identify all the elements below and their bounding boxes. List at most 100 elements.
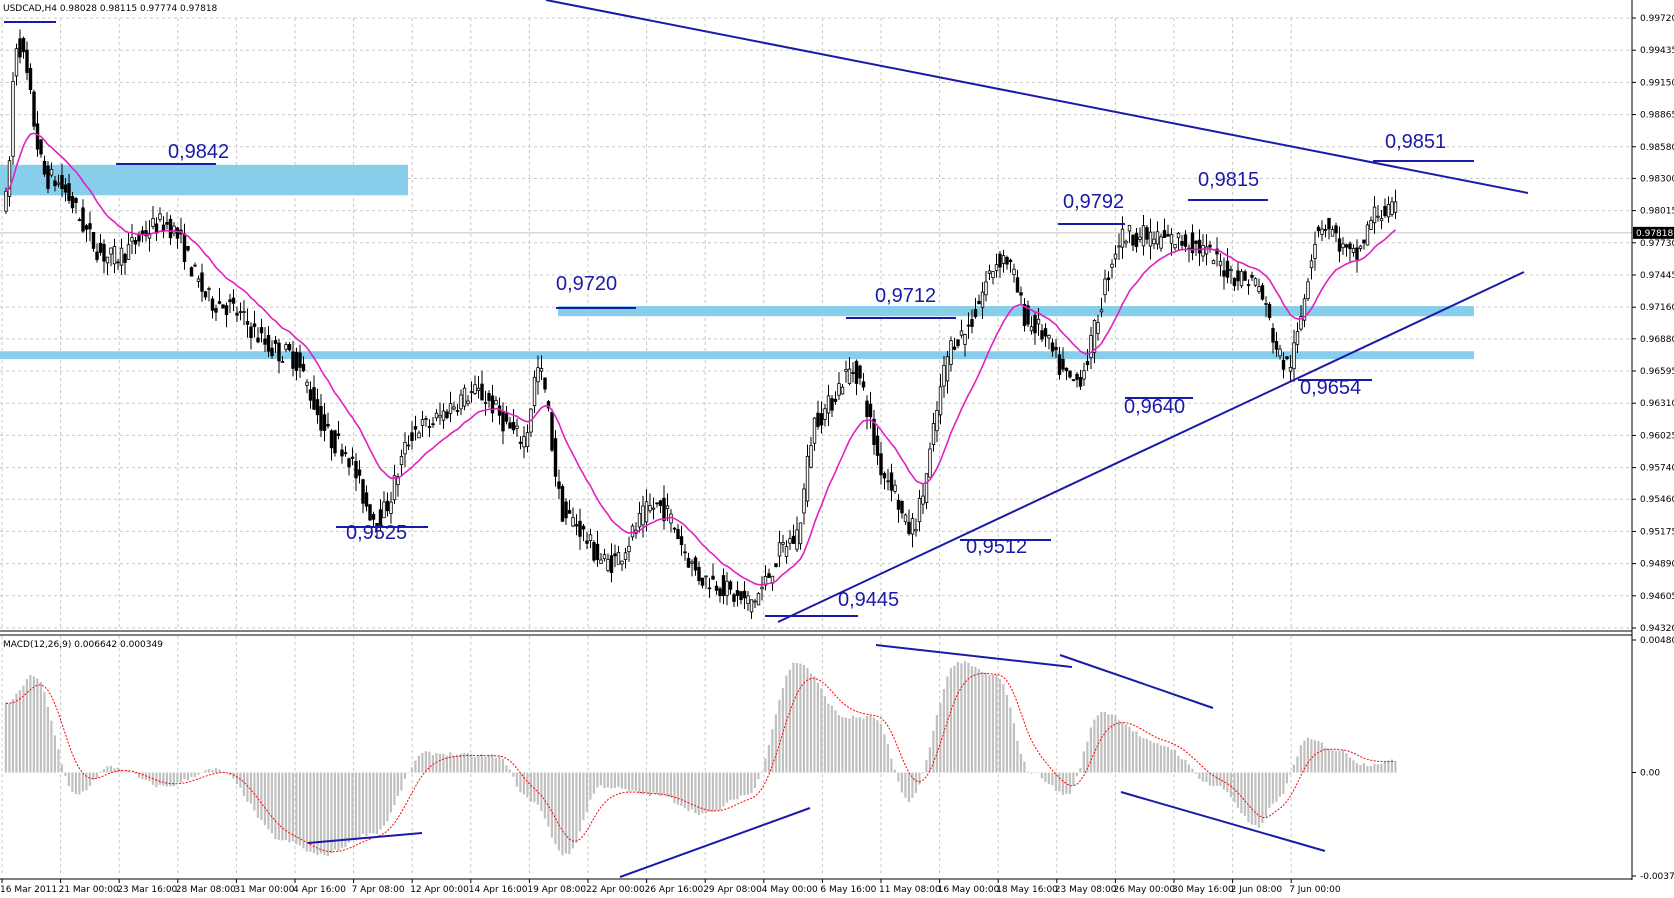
date-tick: 11 May 08:00 <box>879 885 941 895</box>
candle <box>921 484 925 515</box>
macd-histogram <box>4 661 1397 857</box>
candle <box>826 384 831 426</box>
candle <box>329 429 334 461</box>
candle <box>326 412 330 429</box>
candle <box>987 264 992 281</box>
macd-bar <box>452 755 455 773</box>
macd-bar <box>1380 763 1383 773</box>
macd-bar <box>1170 749 1173 773</box>
macd-bar <box>781 688 784 773</box>
macd-bar <box>18 690 21 773</box>
macd-bar <box>484 756 487 773</box>
macd-bar <box>1173 749 1176 773</box>
macd-bar <box>571 772 574 849</box>
macd-bar <box>974 666 977 773</box>
macd-bar <box>1194 772 1197 774</box>
macd-bar <box>991 674 994 773</box>
zone-3 <box>0 351 1474 360</box>
candle <box>1015 270 1020 293</box>
candle <box>203 290 208 301</box>
macd-bar <box>382 772 385 826</box>
macd-bar <box>372 772 375 834</box>
candle <box>242 300 246 326</box>
candle <box>742 581 747 610</box>
macd-bar <box>36 678 39 773</box>
macd-bar <box>1376 764 1379 773</box>
candle <box>1379 209 1384 230</box>
annotation-0-9851: 0,9851 <box>1385 131 1446 153</box>
macd-bar <box>1362 763 1365 773</box>
candle <box>868 391 873 429</box>
price-tick: 0.96880 <box>1640 335 1674 345</box>
macd-bar <box>498 755 501 773</box>
macd-bar <box>260 772 263 821</box>
candle <box>172 222 176 237</box>
candle <box>35 111 40 157</box>
macd-bar <box>851 715 854 773</box>
annotation-0-9815: 0,9815 <box>1198 169 1259 191</box>
candle <box>613 544 617 568</box>
macd-bar <box>680 772 683 807</box>
macd-bar <box>928 747 931 773</box>
macd-bar <box>190 772 193 777</box>
macd-bar <box>522 772 525 795</box>
macd-bar <box>904 772 907 798</box>
price-tick: 0.98865 <box>1640 111 1674 121</box>
candle <box>1204 234 1209 266</box>
candle <box>1393 189 1398 220</box>
macd-bar <box>109 765 112 773</box>
candle <box>1271 323 1275 354</box>
candle <box>753 598 757 609</box>
macd-bar <box>673 772 676 804</box>
macd-bar <box>407 772 410 773</box>
macd-bar <box>638 772 641 794</box>
macd-bar <box>417 755 420 773</box>
candle <box>504 405 509 425</box>
macd-divergence-line-1 <box>875 644 1073 668</box>
macd-bar <box>71 772 74 792</box>
candle <box>595 530 600 567</box>
macd-bar <box>1275 772 1278 802</box>
candle <box>305 379 309 394</box>
macd-bar <box>599 772 602 786</box>
macd-bar <box>239 772 242 788</box>
macd-bar <box>1303 740 1306 773</box>
candle <box>1047 334 1051 350</box>
macd-bar <box>1149 740 1152 773</box>
candle <box>802 483 806 525</box>
candle <box>480 370 484 401</box>
candle <box>571 507 575 528</box>
candle <box>532 370 537 414</box>
macd-bar <box>358 772 361 839</box>
macd-bar <box>750 772 753 793</box>
macd-bar <box>309 772 312 852</box>
macd-bar <box>302 772 305 849</box>
candle <box>1243 269 1247 281</box>
macd-bar <box>890 758 893 773</box>
candle <box>1376 204 1380 222</box>
candle <box>1141 215 1146 256</box>
candle <box>336 420 341 440</box>
candle <box>448 391 453 423</box>
macd-bar <box>1033 772 1036 773</box>
macd-bar <box>806 667 809 773</box>
macd-bar <box>652 772 655 793</box>
macd-bar <box>998 679 1001 773</box>
macd-bar <box>291 772 294 842</box>
macd-bar <box>438 753 441 773</box>
macd-bar <box>78 772 81 795</box>
macd-bar <box>855 717 858 773</box>
candle <box>872 410 876 455</box>
candle <box>1358 244 1363 252</box>
candle <box>949 336 953 372</box>
candle <box>672 527 677 533</box>
candle <box>406 435 411 451</box>
candle <box>158 207 162 223</box>
macd-bar <box>134 772 137 774</box>
support-trendline <box>777 271 1525 623</box>
macd-tick: 0.004803 <box>1640 636 1674 646</box>
macd-bar <box>32 676 35 773</box>
candle <box>1152 231 1156 250</box>
macd-bar <box>897 772 900 782</box>
